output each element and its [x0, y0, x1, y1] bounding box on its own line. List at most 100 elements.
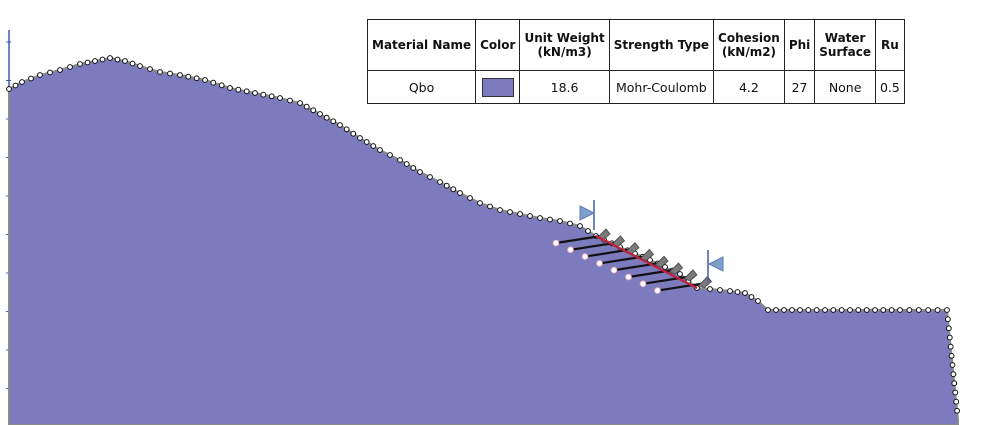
- surface-vertex: [765, 307, 771, 313]
- surface-vertex: [567, 220, 573, 227]
- surface-vertex: [880, 307, 887, 313]
- surface-vertex: [277, 95, 283, 101]
- material-region-qbo: [8, 57, 959, 425]
- surface-vertex: [218, 82, 225, 89]
- surface-vertex: [822, 307, 828, 313]
- surface-vertex: [310, 107, 317, 114]
- right-limit-marker: [707, 256, 724, 272]
- header-unit-weight: Unit Weight (kN/m3): [519, 19, 610, 71]
- anchor-head: [697, 276, 713, 289]
- cell-phi: 27: [783, 70, 816, 104]
- surface-vertex: [838, 307, 845, 313]
- surface-vertex: [789, 307, 795, 313]
- surface-vertex: [323, 114, 330, 121]
- surface-vertex: [185, 73, 192, 80]
- surface-vertex: [847, 307, 853, 313]
- surface-vertex: [268, 93, 275, 100]
- surface-vertex: [934, 307, 941, 313]
- surface-vertex: [19, 79, 25, 85]
- surface-vertex: [235, 86, 242, 93]
- surface-vertex: [944, 307, 950, 313]
- anchor-end: [639, 280, 647, 288]
- surface-vertex: [343, 126, 350, 133]
- color-swatch: [481, 77, 514, 97]
- surface-vertex: [107, 55, 113, 61]
- surface-vertex: [450, 186, 457, 193]
- surface-vertex: [707, 286, 713, 292]
- surface-vertex: [260, 91, 267, 98]
- surface-vertex: [84, 59, 91, 66]
- surface-vertex: [317, 111, 323, 117]
- surface-vertex: [527, 213, 533, 219]
- surface-vertex: [945, 325, 952, 332]
- cell-color: [475, 70, 521, 104]
- surface-vertex: [952, 389, 959, 396]
- surface-vertex: [742, 290, 748, 296]
- surface-vertex: [337, 122, 343, 128]
- surface-vertex: [57, 67, 63, 73]
- surface-vertex: [863, 307, 870, 313]
- surface-vertex: [147, 66, 153, 72]
- surface-vertex: [227, 85, 233, 91]
- surface-vertex: [157, 69, 163, 75]
- surface-vertex: [210, 79, 217, 86]
- surface-vertex: [677, 271, 683, 277]
- surface-vertex: [443, 182, 450, 189]
- cell-cohesion: 4.2: [713, 70, 785, 104]
- slip-surface-line: [595, 235, 698, 289]
- cell-unit-weight: 18.6: [519, 70, 610, 104]
- surface-vertex: [437, 179, 443, 185]
- header-color: Color: [475, 19, 521, 71]
- surface-vertex: [557, 218, 563, 224]
- header-phi: Phi: [783, 19, 816, 71]
- table-header-row: Material Name Color Unit Weight (kN/m3) S…: [366, 19, 905, 71]
- surface-vertex: [953, 398, 960, 405]
- anchor-bar: [570, 241, 616, 251]
- surface-vertex: [37, 72, 43, 78]
- surface-vertex: [287, 97, 293, 104]
- surface-vertex: [830, 307, 837, 313]
- surface-vertex: [403, 161, 410, 167]
- header-ru: Ru: [874, 19, 905, 71]
- surface-vertex: [167, 70, 173, 77]
- surface-vertex: [950, 371, 957, 378]
- surface-vertex: [177, 72, 183, 78]
- surface-vertex: [727, 288, 733, 294]
- surface-vertex: [243, 88, 250, 95]
- surface-vertex: [662, 264, 668, 270]
- left-limit-marker: [579, 205, 596, 221]
- surface-vertex: [855, 307, 862, 313]
- cell-material-name: Qbo: [366, 70, 477, 104]
- surface-vertex: [28, 75, 34, 82]
- surface-vertex: [813, 307, 820, 313]
- surface-vertex: [387, 152, 393, 158]
- surface-vertex: [734, 289, 741, 295]
- anchor-end: [581, 253, 589, 260]
- surface-vertex: [948, 352, 955, 359]
- header-water-surface: Water Surface: [814, 19, 876, 71]
- surface-vertex: [487, 203, 493, 210]
- anchor-end: [625, 273, 632, 281]
- surface-vertex: [781, 307, 787, 313]
- anchor-end: [654, 287, 661, 294]
- surface-vertex: [717, 287, 723, 293]
- surface-vertex: [748, 294, 755, 300]
- surface-vertex: [888, 307, 895, 313]
- cell-water-surface: None: [814, 70, 876, 104]
- surface-vertex: [467, 195, 473, 201]
- surface-vertex: [507, 209, 513, 215]
- surface-vertex: [363, 139, 370, 145]
- surface-vertex: [370, 143, 377, 149]
- surface-vertex: [193, 75, 200, 82]
- anchor-end: [552, 239, 560, 247]
- soil-nail-anchors: [552, 228, 713, 294]
- surface-vertex: [357, 135, 363, 141]
- anchor-bar: [642, 275, 689, 285]
- surface-vertex: [12, 82, 19, 89]
- header-strength-type: Strength Type: [608, 19, 715, 71]
- surface-vertex: [755, 298, 761, 304]
- surface-vertex: [99, 56, 106, 63]
- surface-vertex: [129, 60, 136, 67]
- surface-vertex: [77, 61, 83, 67]
